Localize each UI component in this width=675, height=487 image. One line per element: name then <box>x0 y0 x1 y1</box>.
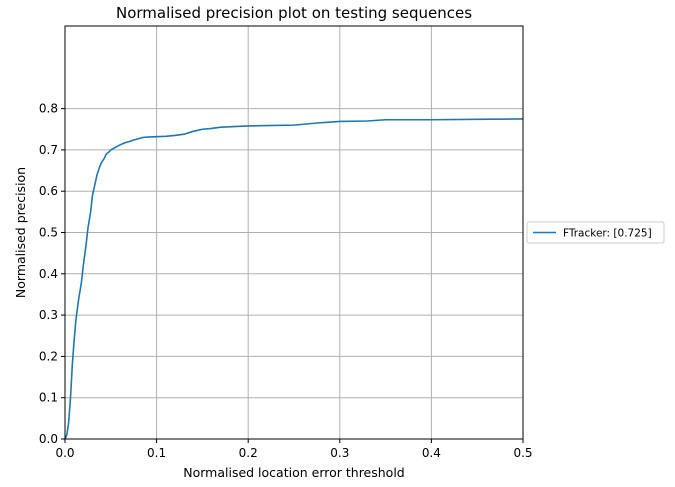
x-tick-label: 0.2 <box>239 446 258 460</box>
series-layer <box>64 118 524 440</box>
y-tick-label: 0.6 <box>39 184 58 198</box>
x-axis: 0.0 0.1 0.2 0.3 0.4 0.5 <box>55 439 533 460</box>
y-tick-label: 0.0 <box>39 432 58 446</box>
x-tick-label: 0.4 <box>422 446 441 460</box>
y-tick-label: 0.8 <box>39 102 58 116</box>
x-tick-label: 0.5 <box>513 446 532 460</box>
x-tick-label: 0.0 <box>55 446 74 460</box>
x-axis-label: Normalised location error threshold <box>183 465 404 480</box>
legend-box <box>526 221 665 244</box>
y-tick-label: 0.2 <box>39 349 58 363</box>
y-tick-label: 0.4 <box>39 267 58 281</box>
series-line-ftracker <box>64 118 524 440</box>
y-tick-label: 0.3 <box>39 308 58 322</box>
x-tick-label: 0.1 <box>147 446 166 460</box>
legend: FTracker: [0.725] <box>526 221 665 244</box>
y-tick-label: 0.7 <box>39 143 58 157</box>
grid-lines <box>64 26 524 440</box>
y-tick-label: 0.1 <box>39 391 58 405</box>
y-axis-label: Normalised precision <box>13 167 28 298</box>
y-tick-label: 0.5 <box>39 226 58 240</box>
chart-title: Normalised precision plot on testing seq… <box>116 4 472 22</box>
y-axis: 0.0 0.1 0.2 0.3 0.4 0.5 0.6 0.7 0.8 <box>39 102 65 446</box>
x-tick-label: 0.3 <box>330 446 349 460</box>
legend-label-ftracker: FTracker: [0.725] <box>563 228 652 240</box>
